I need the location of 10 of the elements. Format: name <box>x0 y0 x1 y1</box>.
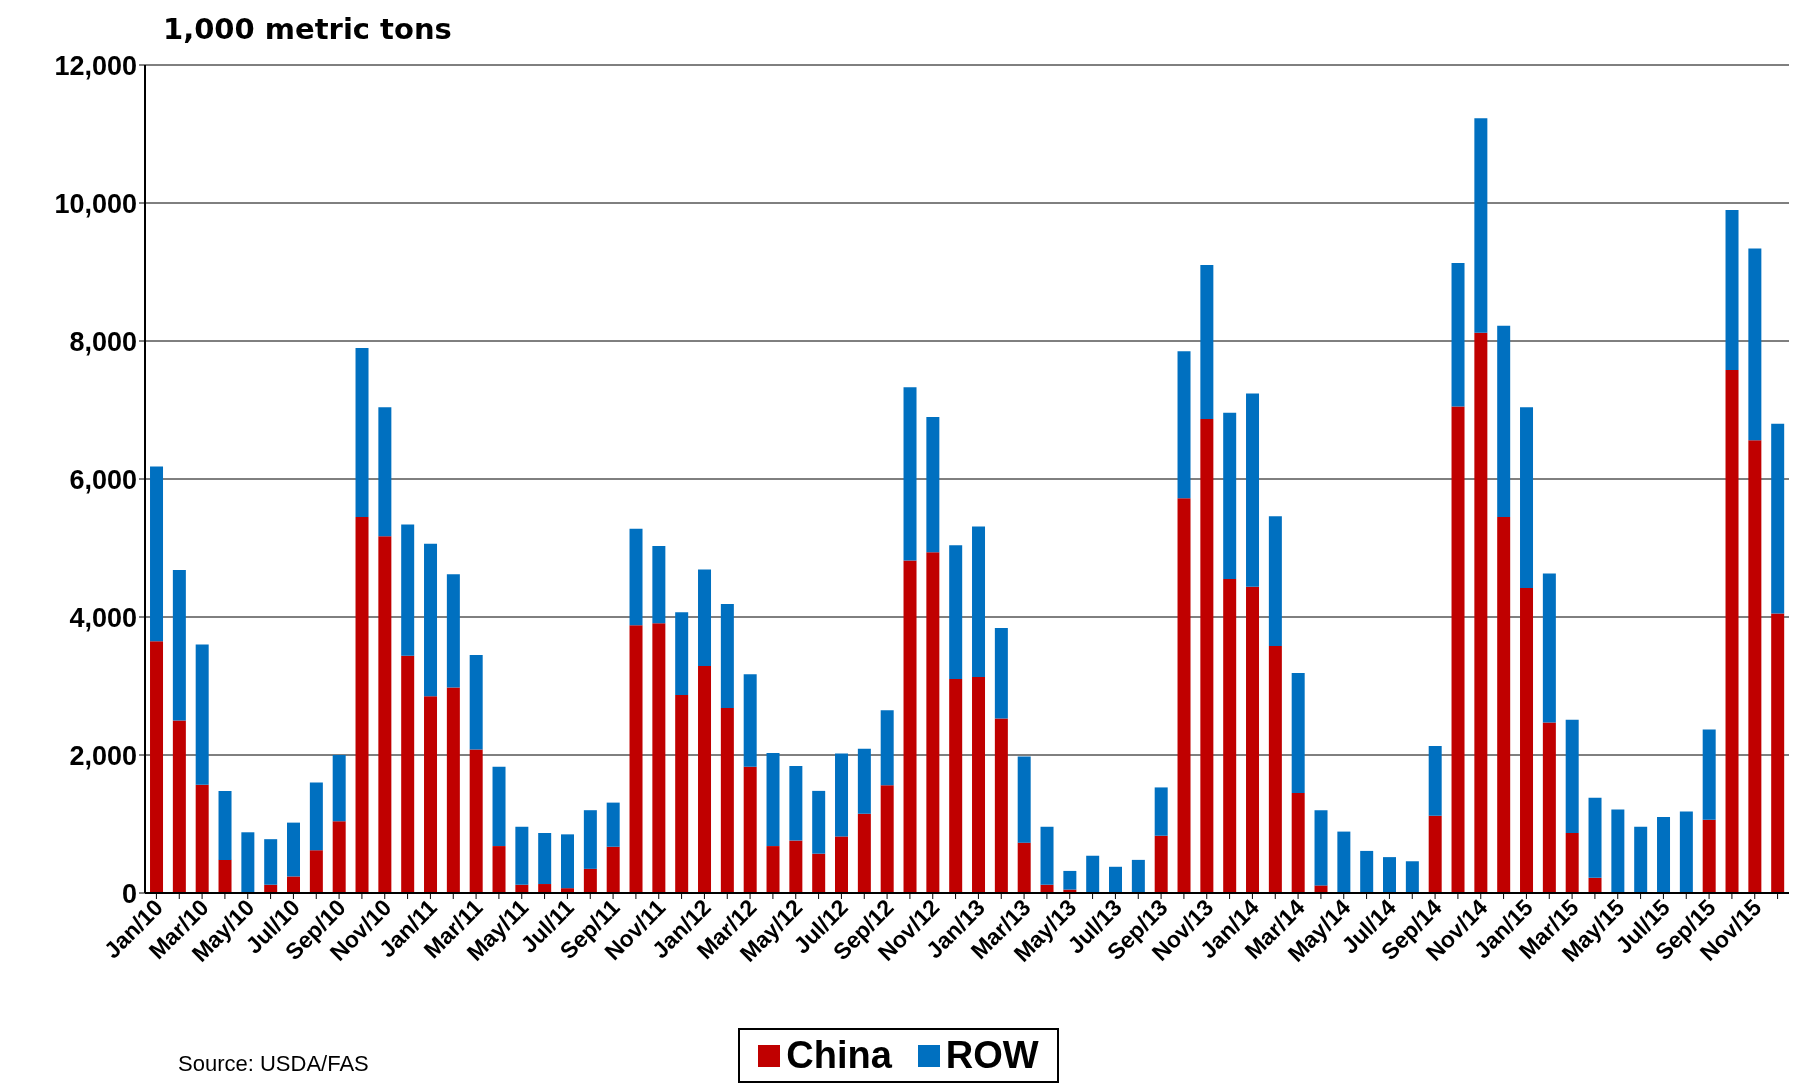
chart-title: 1,000 metric tons <box>163 12 452 46</box>
y-tick-label: 4,000 <box>69 602 137 633</box>
y-tick-label: 10,000 <box>54 188 137 219</box>
y-tick-label: 8,000 <box>69 326 137 357</box>
y-tick-label: 6,000 <box>69 464 137 495</box>
legend-label: China <box>785 1034 892 1077</box>
legend-label: ROW <box>944 1034 1039 1077</box>
source-note: Source: USDA/FAS <box>178 1051 369 1077</box>
y-tick-label: 2,000 <box>69 740 137 771</box>
y-tick-label: 12,000 <box>54 50 137 81</box>
